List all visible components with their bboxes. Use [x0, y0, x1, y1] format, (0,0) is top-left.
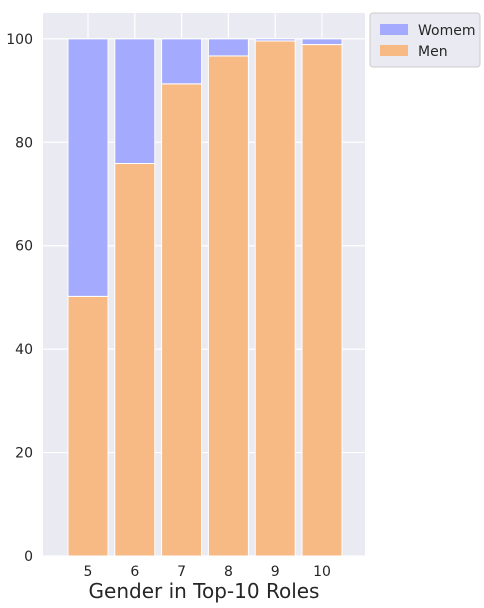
bar-men-8	[207, 55, 249, 557]
x-tick-label-8: 8	[224, 564, 233, 580]
bar-men-9	[254, 40, 296, 557]
x-axis-ticks: 5 6 7 8 9 10	[84, 564, 331, 580]
bar-men-5	[67, 295, 109, 557]
legend-swatch-womem	[380, 24, 408, 35]
y-tick-label-100: 100	[6, 32, 33, 48]
bar-men-6	[114, 162, 156, 557]
bar-womem-9	[254, 38, 296, 42]
legend-label-womem: Womem	[418, 23, 475, 39]
bar-womem-5	[67, 38, 109, 297]
bar-womem-10	[301, 38, 343, 46]
x-axis-label: Gender in Top-10 Roles	[89, 579, 320, 603]
legend: Womem Men	[369, 12, 481, 68]
bar-womem-8	[207, 38, 249, 57]
bar-womem-6	[114, 38, 156, 164]
x-tick-label-6: 6	[130, 564, 139, 580]
y-tick-label-80: 80	[15, 135, 33, 151]
bar-men-10	[301, 44, 343, 557]
y-tick-label-60: 60	[15, 239, 33, 255]
bar-men-7	[161, 83, 203, 557]
y-tick-label-40: 40	[15, 342, 33, 358]
y-tick-label-20: 20	[15, 446, 33, 462]
bar-womem-7	[161, 38, 203, 85]
y-tick-label-0: 0	[24, 549, 33, 565]
legend-label-men: Men	[418, 44, 448, 60]
x-tick-label-10: 10	[313, 564, 331, 580]
x-tick-label-9: 9	[271, 564, 280, 580]
x-tick-label-7: 7	[177, 564, 186, 580]
legend-swatch-men	[380, 45, 408, 56]
bars	[67, 38, 343, 557]
x-tick-label-5: 5	[84, 564, 93, 580]
y-axis-ticks: 0 20 40 60 80 100	[6, 32, 33, 565]
